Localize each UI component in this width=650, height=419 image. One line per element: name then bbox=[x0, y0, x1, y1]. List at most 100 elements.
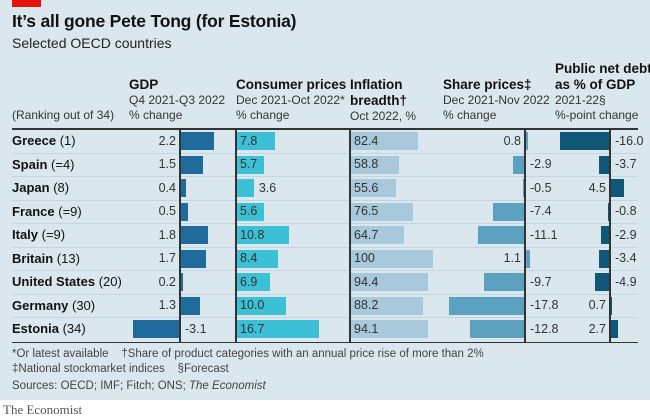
debt-bar bbox=[560, 132, 610, 151]
cpi-value-label: 16.7 bbox=[240, 321, 265, 336]
breadth-value-label: 55.6 bbox=[354, 180, 379, 195]
row-label: Germany (30) bbox=[12, 298, 95, 313]
debt-zero-axis bbox=[609, 130, 611, 342]
share-value-label: 0.8 bbox=[503, 133, 521, 148]
breadth-bar bbox=[350, 179, 397, 198]
country-name: Greece bbox=[12, 133, 57, 148]
country-rank: (=4) bbox=[47, 156, 75, 172]
gdp-zero-axis bbox=[179, 130, 181, 342]
breadth-value-label: 94.4 bbox=[354, 274, 379, 289]
country-rank: (=9) bbox=[38, 227, 66, 242]
share-bar bbox=[493, 202, 525, 221]
header-share-title: Share prices‡ bbox=[443, 77, 532, 92]
breadth-bar bbox=[350, 226, 404, 245]
cpi-value-label: 5.7 bbox=[240, 157, 258, 172]
share-bar bbox=[448, 296, 525, 315]
cpi-bar bbox=[236, 132, 275, 151]
header-debt-unit: %-point change bbox=[555, 108, 639, 122]
debt-bar bbox=[598, 155, 610, 174]
header-debt-period: 2021-22§ bbox=[555, 93, 606, 107]
gdp-bar bbox=[180, 296, 200, 315]
share-value-label: -17.8 bbox=[530, 298, 559, 313]
country-rank: (8) bbox=[49, 180, 70, 195]
header-debt: Public net debt as % of GDP 2021-22§ %-p… bbox=[555, 61, 650, 123]
breadth-value-label: 82.4 bbox=[354, 133, 379, 148]
gdp-value-label: 2.2 bbox=[158, 133, 176, 148]
debt-bar bbox=[610, 320, 619, 339]
cpi-value-label: 8.4 bbox=[240, 251, 258, 266]
cpi-value-label: 6.9 bbox=[240, 274, 258, 289]
breadth-bar bbox=[350, 320, 429, 339]
footnote-stockmarket: ‡National stockmarket indices bbox=[12, 363, 165, 375]
share-bar bbox=[522, 179, 525, 198]
country-name: Britain bbox=[12, 250, 54, 266]
debt-bar bbox=[601, 226, 610, 245]
row-divider bbox=[12, 223, 638, 224]
debt-value-label: 0.7 bbox=[588, 298, 606, 313]
cpi-value-label: 7.8 bbox=[240, 133, 258, 148]
chart-title: It’s all gone Pete Tong (for Estonia) bbox=[12, 11, 297, 31]
cpi-value-label: 5.6 bbox=[240, 204, 258, 219]
breadth-zero-axis bbox=[349, 130, 351, 342]
country-name: France bbox=[12, 203, 55, 219]
header-breadth: Inflation breadth† Oct 2022, % bbox=[350, 77, 416, 124]
row-label: Estonia (34) bbox=[12, 321, 86, 336]
share-value-label: 1.1 bbox=[503, 251, 521, 266]
share-bar bbox=[525, 249, 530, 268]
gdp-bar bbox=[180, 132, 214, 151]
header-share-period: Dec 2021-Nov 2022 bbox=[443, 93, 550, 107]
row-divider bbox=[12, 317, 638, 318]
country-rank: (1) bbox=[56, 133, 76, 148]
share-value-label: -9.7 bbox=[530, 274, 552, 289]
breadth-bar bbox=[350, 132, 419, 151]
breadth-bar bbox=[350, 296, 424, 315]
row-divider bbox=[12, 246, 638, 248]
country-rank: (34) bbox=[58, 321, 86, 336]
gdp-bar bbox=[180, 273, 184, 292]
chart-subtitle: Selected OECD countries bbox=[12, 35, 172, 51]
economist-red-tag bbox=[12, 0, 41, 7]
share-value-label: -7.4 bbox=[530, 204, 552, 219]
gdp-value-label: 1.7 bbox=[158, 251, 176, 266]
gdp-value-label: 0.4 bbox=[158, 180, 176, 195]
header-debt-title1: Public net debt bbox=[555, 61, 650, 76]
cpi-bar bbox=[236, 202, 264, 221]
country-name: Germany bbox=[12, 297, 69, 313]
breadth-bar bbox=[350, 202, 414, 221]
cpi-bar bbox=[236, 249, 278, 268]
debt-bar bbox=[599, 249, 610, 268]
debt-value-label: 4.5 bbox=[588, 180, 606, 195]
debt-value-label: -2.9 bbox=[615, 227, 637, 242]
row-divider bbox=[12, 270, 638, 271]
header-breadth-title2: breadth† bbox=[350, 93, 408, 108]
cpi-bar bbox=[236, 155, 265, 174]
breadth-value-label: 76.5 bbox=[354, 204, 379, 219]
share-value-label: -11.1 bbox=[530, 227, 558, 242]
header-share-unit: % change bbox=[443, 108, 497, 122]
debt-value-label: -0.8 bbox=[615, 204, 637, 219]
gdp-bar bbox=[180, 226, 208, 245]
debt-bar bbox=[594, 273, 610, 292]
row-label: Italy (=9) bbox=[12, 227, 65, 242]
gdp-bar bbox=[180, 202, 188, 221]
bottom-rule bbox=[12, 341, 638, 343]
share-value-label: -0.5 bbox=[530, 180, 552, 195]
cpi-bar bbox=[236, 179, 254, 198]
breadth-value-label: 58.8 bbox=[354, 157, 379, 172]
country-name: Spain bbox=[12, 156, 48, 172]
breadth-value-label: 88.2 bbox=[354, 298, 379, 313]
gdp-value-label: 1.8 bbox=[158, 227, 176, 242]
footnote-forecast: §Forecast bbox=[177, 363, 229, 375]
share-bar bbox=[470, 320, 525, 339]
share-bar bbox=[483, 273, 525, 292]
share-zero-axis bbox=[524, 130, 526, 342]
brand-logo-text: The Economist bbox=[3, 402, 83, 417]
gdp-value-label: 0.5 bbox=[158, 204, 176, 219]
cpi-bar bbox=[236, 226, 290, 245]
gdp-value-label: 1.3 bbox=[158, 298, 176, 313]
row-divider bbox=[12, 199, 638, 201]
country-rank: (20) bbox=[95, 274, 122, 289]
gdp-bar bbox=[180, 249, 206, 268]
gdp-bar bbox=[132, 320, 180, 339]
